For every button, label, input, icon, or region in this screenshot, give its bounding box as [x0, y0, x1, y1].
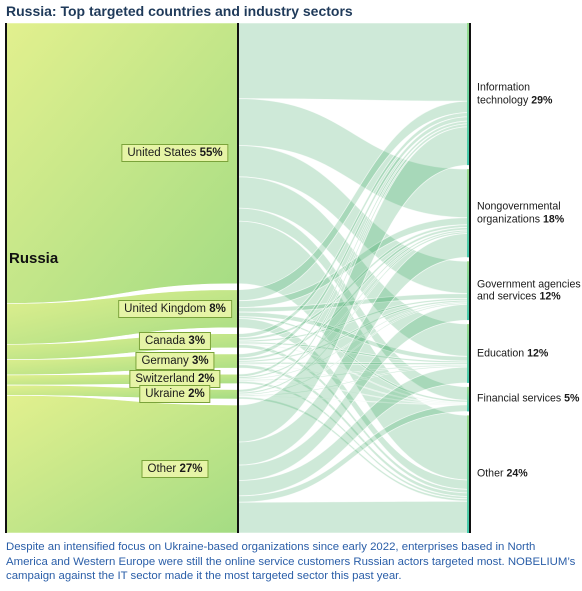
- sector-label-information-technology: Information technology 29%: [477, 81, 553, 107]
- country-label-ukraine: Ukraine 2%: [139, 385, 211, 404]
- sector-label-financial-services: Financial services 5%: [477, 392, 580, 405]
- sector-node-education: [467, 324, 470, 383]
- sector-label-government-agencies-and-services: Government agencies and services 12%: [477, 278, 581, 303]
- country-label-united-states: United States 55%: [121, 144, 229, 163]
- sector-label-other: Other 24%: [477, 467, 528, 480]
- country-label-united-kingdom: United Kingdom 8%: [118, 299, 232, 318]
- sector-node-government-agencies-and-services: [467, 261, 470, 321]
- country-label-other: Other 27%: [141, 460, 209, 478]
- country-label-canada: Canada 3%: [138, 331, 212, 350]
- flow-germany-to-education: [237, 361, 471, 366]
- sector-node-financial-services: [467, 386, 470, 412]
- sector-node-nongovernmental-organizations: [467, 169, 470, 258]
- node-bars: [5, 23, 471, 533]
- flow-united-states-to-information-technology: [237, 22, 471, 102]
- country-label-germany: Germany 3%: [135, 351, 215, 370]
- caption: Despite an intensified focus on Ukraine-…: [6, 541, 576, 582]
- flow-other-to-other: [237, 500, 471, 534]
- source-node-label: Russia: [9, 250, 59, 267]
- sector-node-information-technology: [467, 23, 470, 166]
- sector-flows: [237, 22, 471, 534]
- sector-label-education: Education 12%: [477, 347, 549, 360]
- sector-node-other: [467, 415, 470, 533]
- sector-label-nongovernmental-organizations: Nongovernmental organizations 18%: [477, 200, 565, 226]
- chart-title: Russia: Top targeted countries and indus…: [6, 3, 353, 19]
- country-flows: [5, 22, 239, 534]
